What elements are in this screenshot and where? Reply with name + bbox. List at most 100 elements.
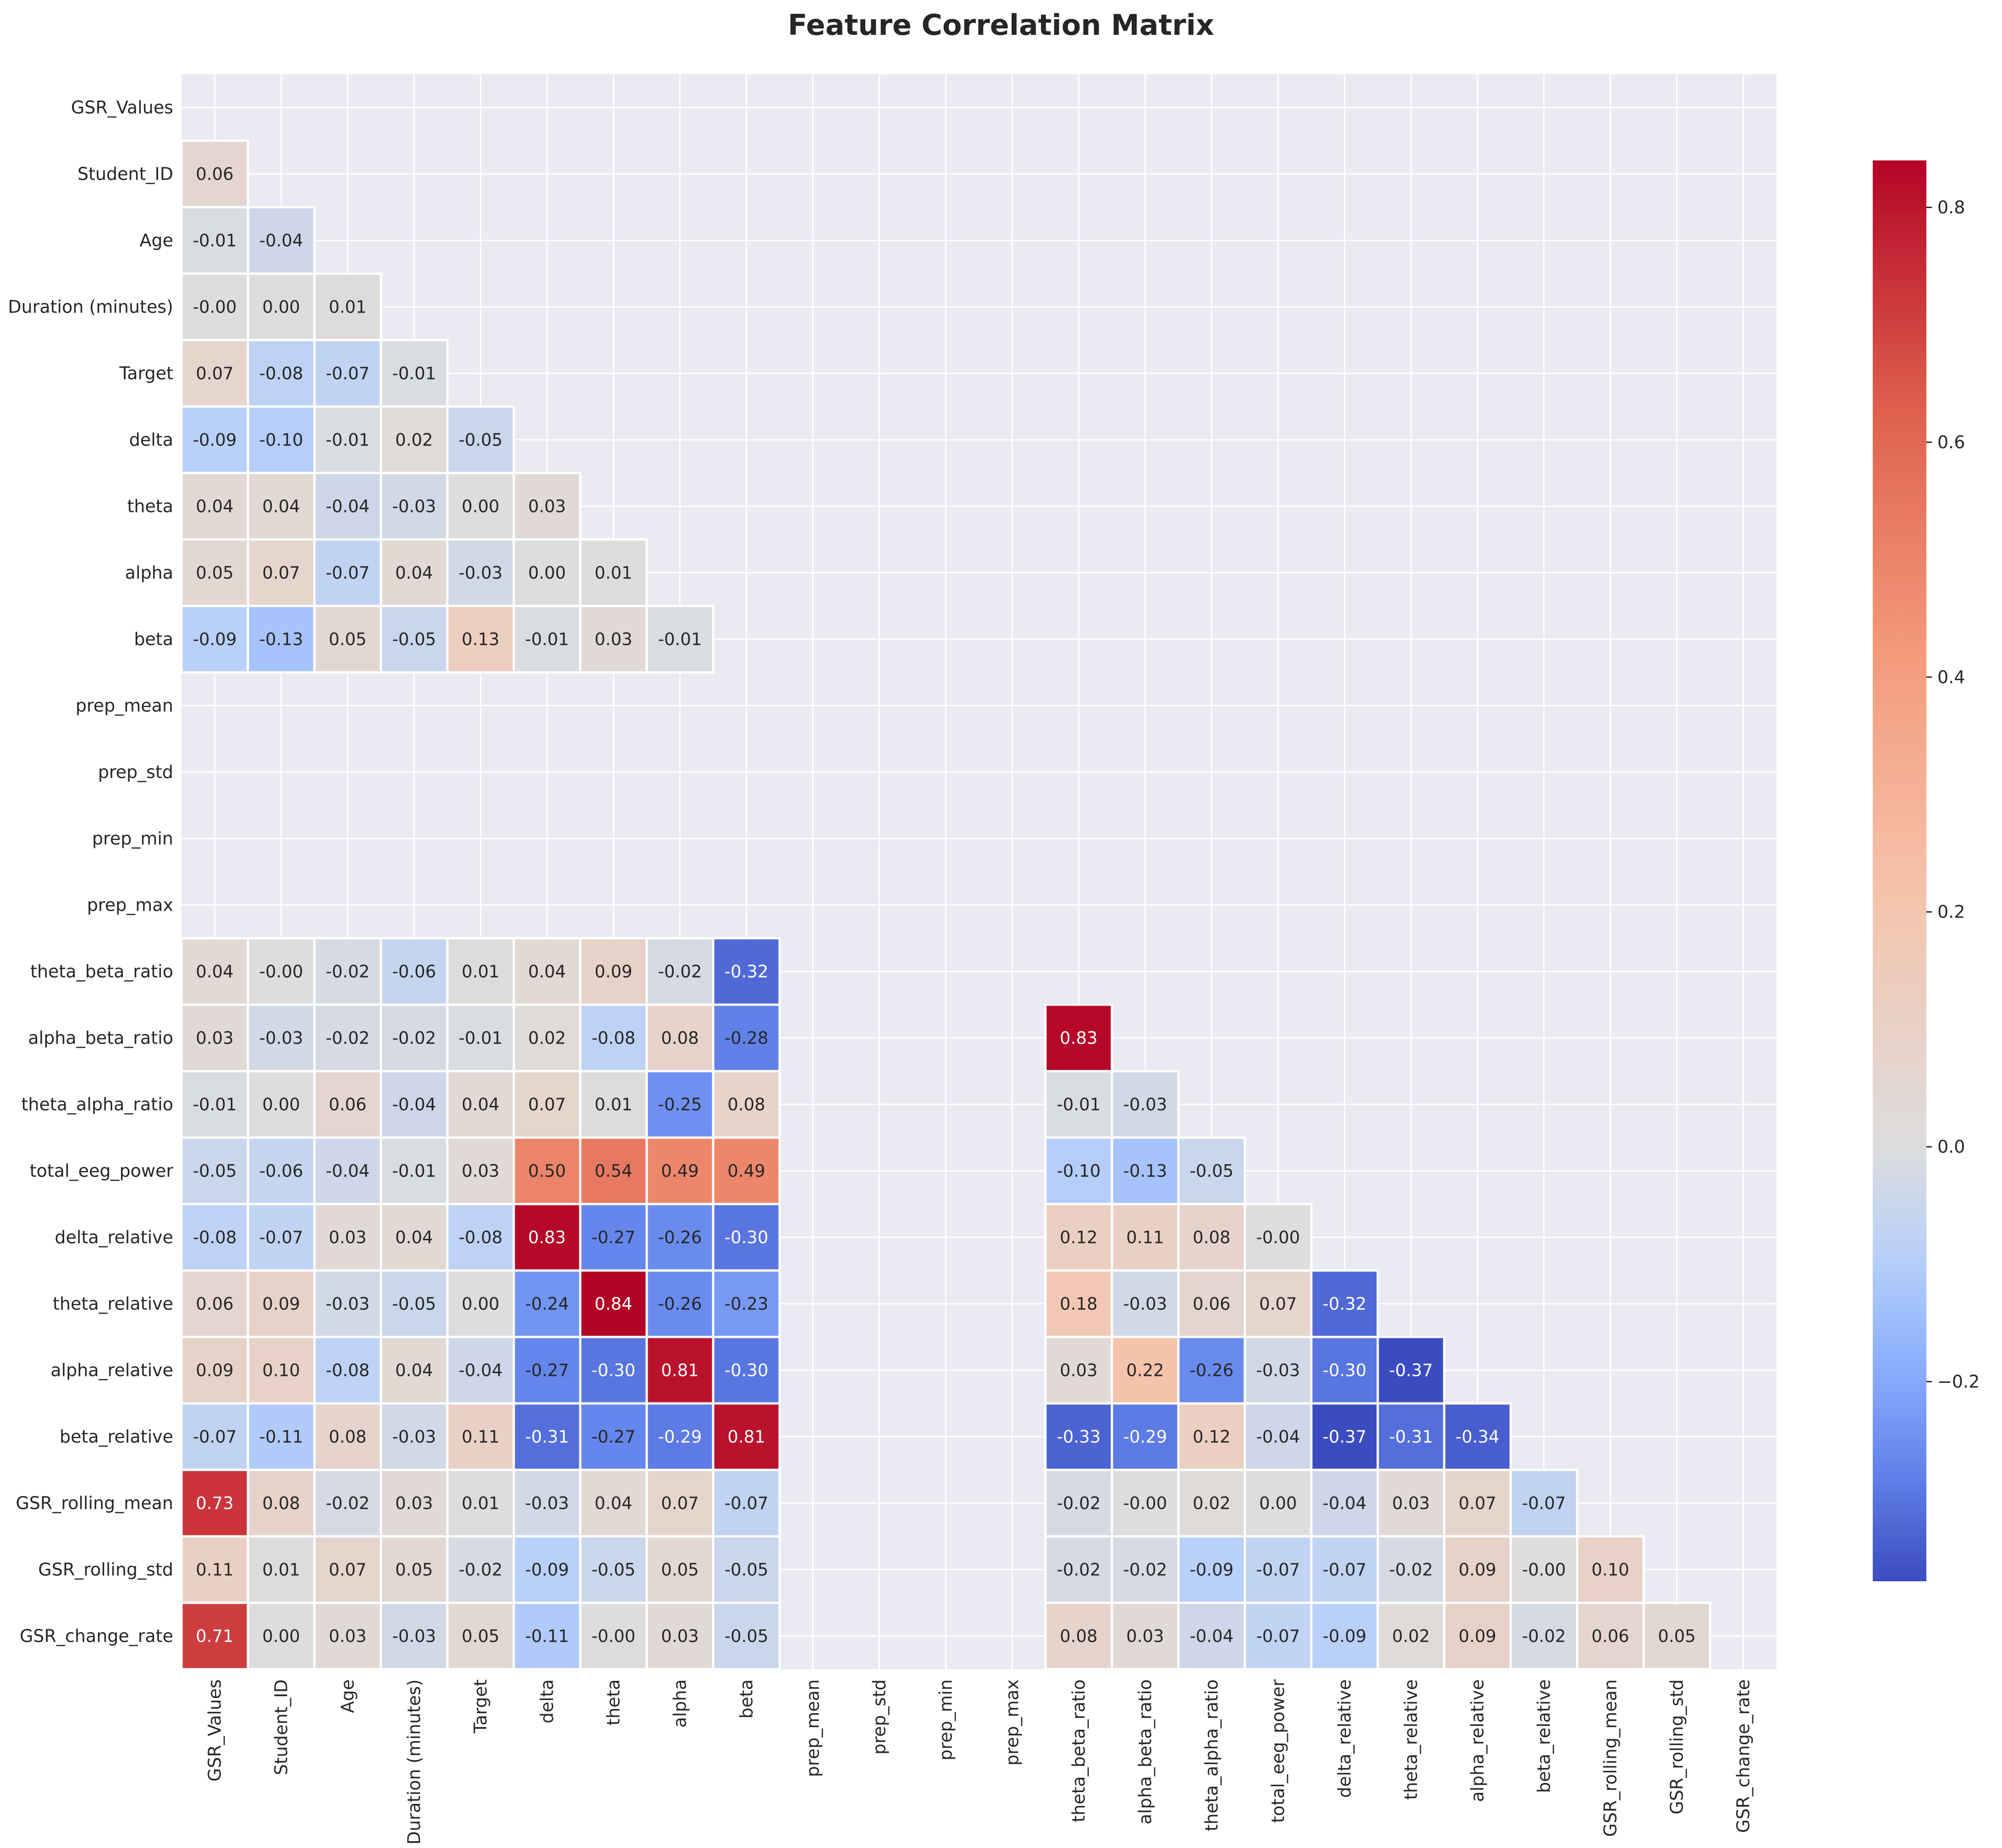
heatmap-cell — [712, 1402, 781, 1471]
cell-value-label: -0.03 — [392, 1627, 436, 1646]
cell-value-label: 0.03 — [329, 1627, 366, 1646]
x-tick-label: alpha_relative — [1468, 1679, 1488, 1802]
cell-value-label: 0.04 — [594, 1494, 632, 1513]
heatmap-cell — [446, 1336, 515, 1405]
cell-value-label: -0.34 — [1456, 1427, 1500, 1447]
heatmap-cell — [1177, 1336, 1246, 1405]
cell-value-label: -0.28 — [725, 1028, 769, 1048]
cell-value-label: 0.07 — [1259, 1294, 1297, 1314]
cell-value-label: -0.08 — [259, 364, 303, 384]
cell-value-label: -0.00 — [1123, 1494, 1167, 1513]
cell-value-label: 0.07 — [196, 364, 233, 384]
cell-value-label: -0.04 — [326, 497, 370, 517]
heatmap-cell — [247, 538, 316, 607]
cell-value-label: 0.05 — [395, 1560, 433, 1580]
cell-value-label: -0.07 — [326, 563, 370, 583]
cell-value-label: 0.09 — [196, 1361, 233, 1380]
cell-value-label: 0.01 — [594, 563, 632, 583]
cell-value-label: -0.10 — [259, 430, 303, 450]
heatmap-cell — [313, 1070, 382, 1139]
heatmap-cell — [1642, 1601, 1711, 1671]
heatmap-cell — [380, 405, 449, 474]
cell-value-label: -0.13 — [1123, 1161, 1167, 1181]
cell-value-label: -0.10 — [1057, 1161, 1101, 1181]
cell-value-label: -0.04 — [1323, 1494, 1367, 1513]
cell-value-label: -0.05 — [592, 1560, 636, 1580]
heatmap-cell — [180, 1402, 249, 1471]
cell-value-label: -0.23 — [725, 1294, 769, 1314]
y-tick-label: delta_relative — [55, 1227, 173, 1248]
cell-value-label: -0.09 — [193, 430, 237, 450]
heatmap-cell — [247, 1269, 316, 1338]
cell-value-label: -0.32 — [1323, 1294, 1367, 1314]
x-tick-label: Age — [338, 1679, 358, 1713]
cell-value-label: -0.04 — [326, 1161, 370, 1181]
cell-value-label: 0.04 — [462, 1095, 499, 1115]
cell-value-label: 0.83 — [528, 1228, 566, 1248]
cell-value-label: -0.02 — [326, 1494, 370, 1513]
cell-value-label: -0.04 — [1190, 1627, 1234, 1646]
heatmap-cell — [380, 339, 449, 408]
cell-value-label: 0.09 — [262, 1294, 300, 1314]
cell-value-label: -0.06 — [392, 962, 436, 982]
heatmap-cell — [180, 538, 249, 607]
cell-value-label: 0.50 — [528, 1161, 566, 1181]
cell-value-label: 0.04 — [196, 497, 233, 517]
cell-value-label: 0.04 — [395, 1228, 433, 1248]
cell-value-label: -0.03 — [392, 497, 436, 517]
x-tick-label: delta — [537, 1679, 557, 1723]
heatmap-cell — [313, 1535, 382, 1604]
cell-value-label: 0.01 — [329, 297, 366, 317]
cell-value-label: -0.27 — [592, 1228, 636, 1248]
heatmap-cell — [1044, 1269, 1113, 1338]
x-tick-label: Target — [471, 1679, 491, 1734]
heatmap-cell — [180, 605, 249, 674]
heatmap-cell — [512, 1402, 582, 1471]
cell-value-label: -0.09 — [1190, 1560, 1234, 1580]
heatmap-cell — [1376, 1535, 1446, 1604]
cell-value-label: 0.03 — [594, 630, 632, 649]
heatmap-cell — [247, 1402, 316, 1471]
heatmap-cell — [712, 1601, 781, 1671]
chart-title: Feature Correlation Matrix — [787, 8, 1215, 42]
heatmap-cell — [712, 1269, 781, 1338]
y-tick-label: Age — [140, 231, 174, 251]
colorbar-tick-label: −0.2 — [1937, 1371, 1980, 1392]
cell-value-label: -0.05 — [725, 1560, 769, 1580]
cell-value-label: 0.08 — [329, 1427, 366, 1447]
y-tick-label: prep_min — [92, 829, 173, 849]
cell-value-label: 0.08 — [1193, 1228, 1230, 1248]
cell-value-label: -0.07 — [725, 1494, 769, 1513]
heatmap-cell — [180, 1003, 249, 1072]
cell-value-label: 0.07 — [262, 563, 300, 583]
heatmap-cell — [1243, 1402, 1313, 1471]
x-tick-label: prep_max — [1002, 1679, 1023, 1766]
heatmap-cell — [645, 1269, 715, 1338]
heatmap-cell — [512, 1070, 582, 1139]
heatmap-cell — [645, 605, 715, 674]
cell-value-label: -0.32 — [725, 962, 769, 982]
heatmap-cell — [247, 405, 316, 474]
heatmap-cell — [712, 1535, 781, 1604]
cell-value-label: -0.37 — [1389, 1361, 1433, 1380]
cell-value-label: 0.11 — [462, 1427, 499, 1447]
heatmap-cell — [380, 1535, 449, 1604]
x-tick-label: prep_std — [869, 1679, 890, 1754]
colorbar-tick-label: 0.4 — [1937, 667, 1965, 687]
cell-value-label: 0.22 — [1126, 1361, 1164, 1380]
cell-value-label: -0.04 — [459, 1361, 503, 1380]
cell-value-label: 0.49 — [661, 1161, 698, 1181]
cell-value-label: 0.02 — [395, 430, 433, 450]
cell-value-label: 0.09 — [1458, 1627, 1496, 1646]
heatmap-cell — [1111, 1601, 1180, 1671]
heatmap-cell — [645, 1402, 715, 1471]
heatmap-cell — [1509, 1468, 1578, 1538]
cell-value-label: 0.12 — [1193, 1427, 1230, 1447]
cell-value-label: 0.02 — [1392, 1627, 1430, 1646]
cell-value-label: -0.02 — [1123, 1560, 1167, 1580]
heatmap-cell — [512, 1003, 582, 1072]
cell-value-label: 0.12 — [1060, 1228, 1097, 1248]
heatmap-cell — [446, 605, 515, 674]
cell-value-label: 0.00 — [262, 297, 300, 317]
heatmap-cell — [579, 1269, 648, 1338]
